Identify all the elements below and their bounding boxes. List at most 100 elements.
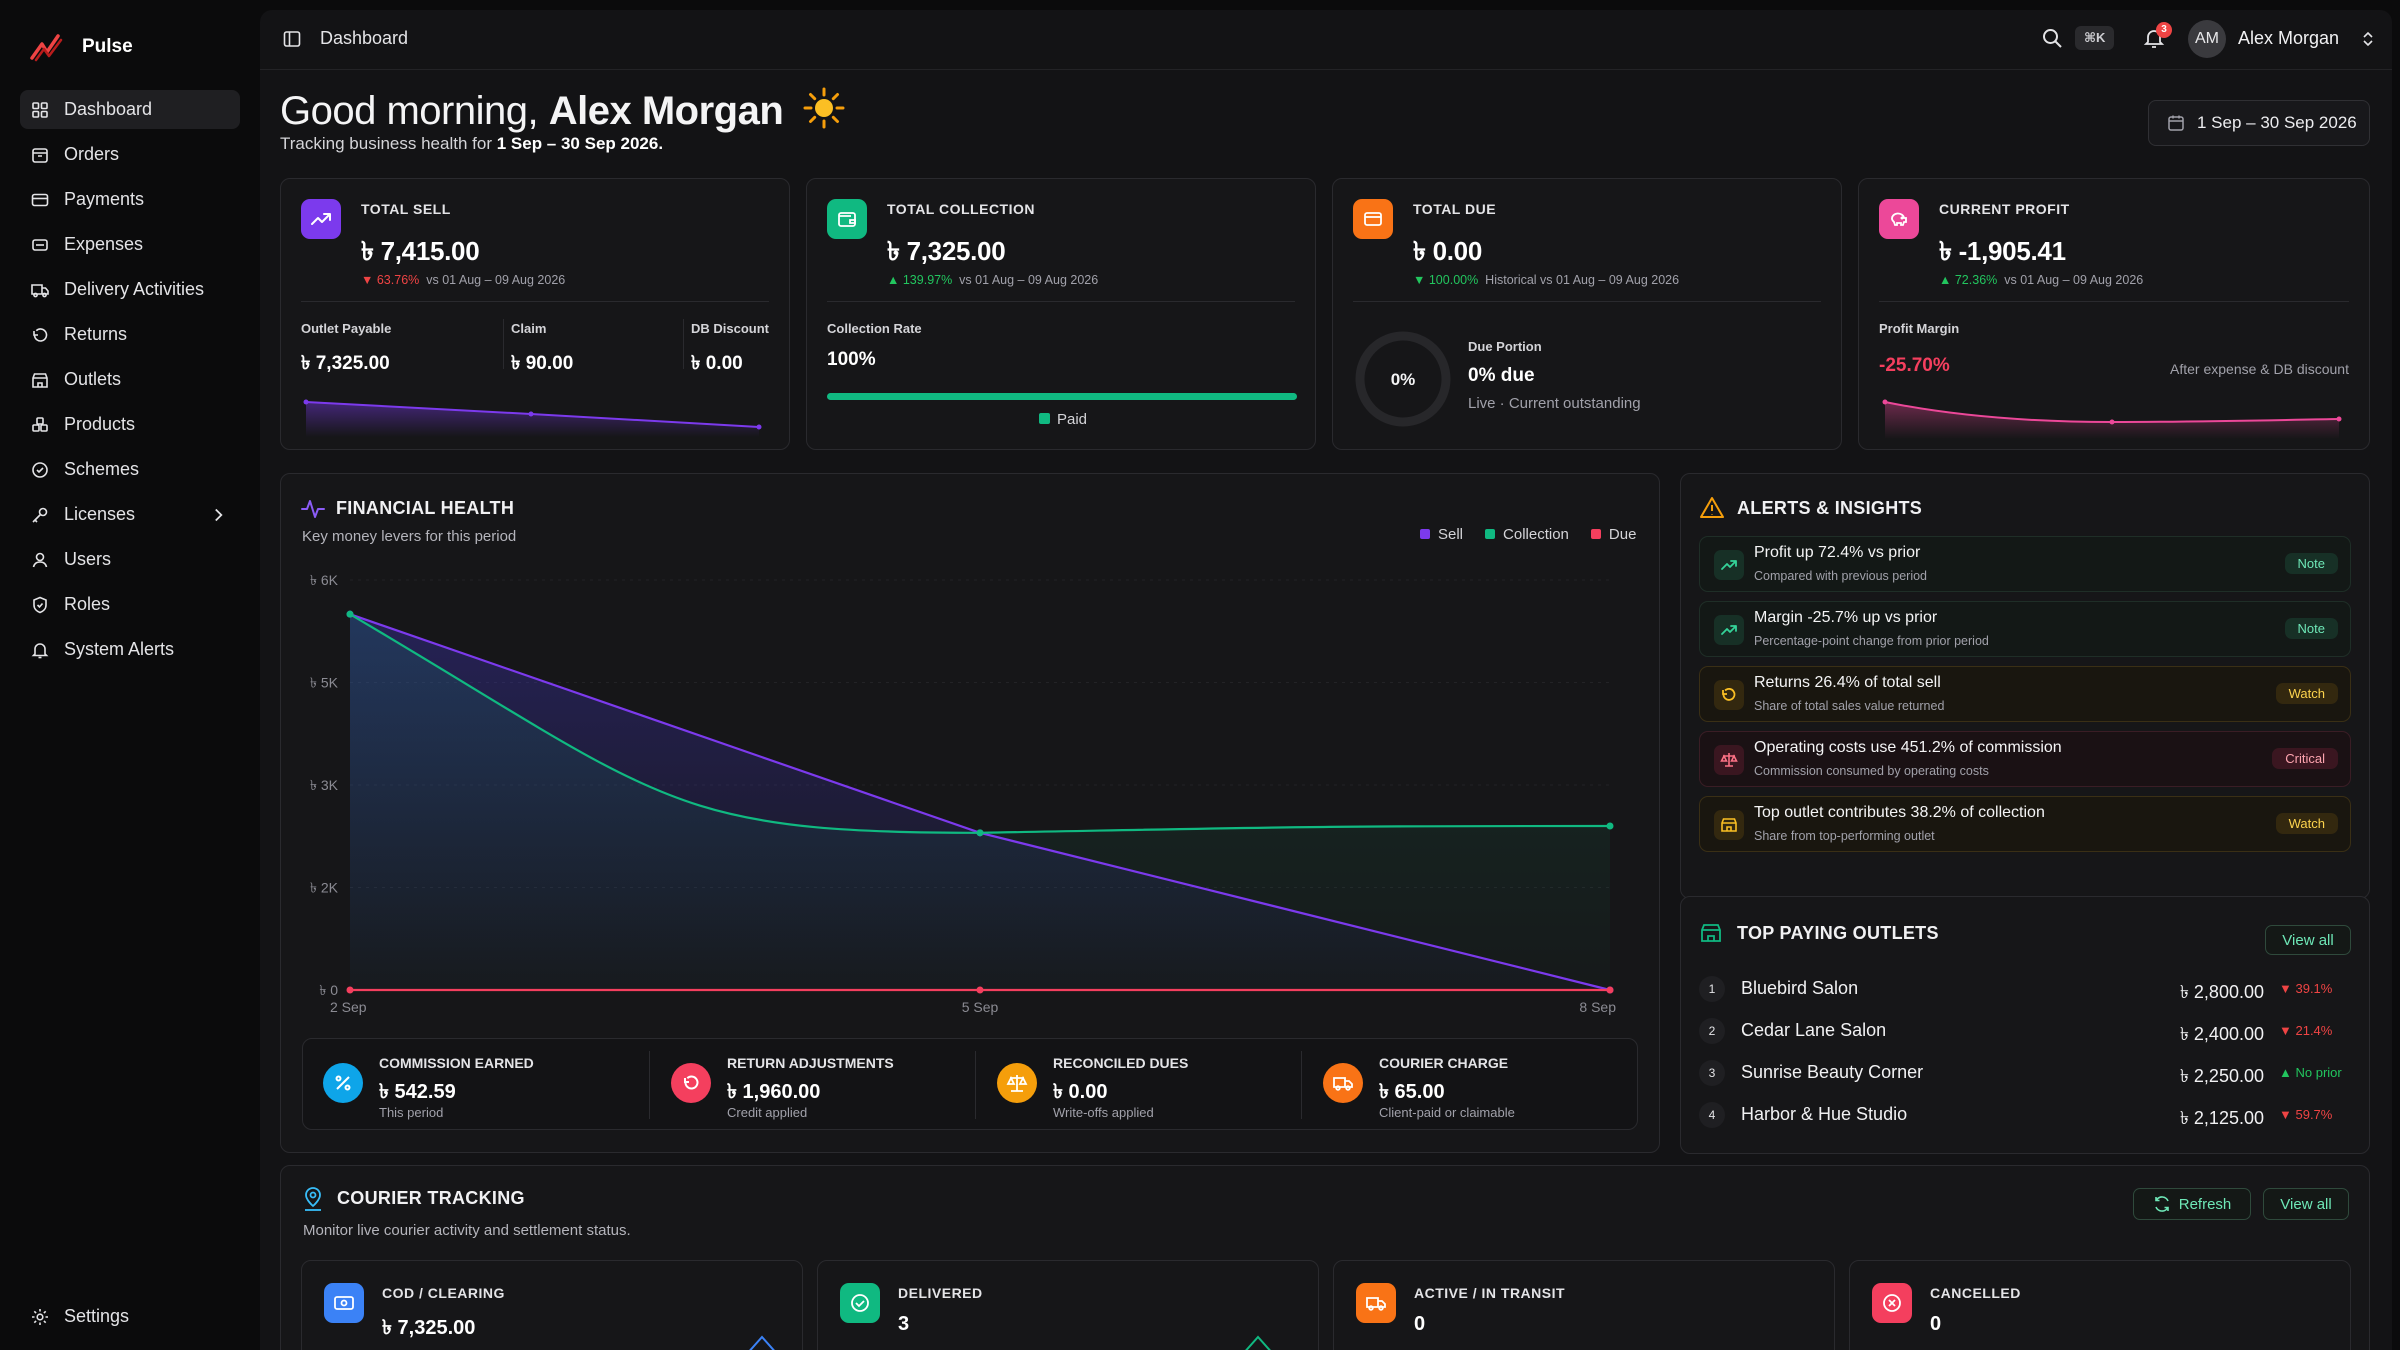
sidebar-item-returns[interactable]: Returns bbox=[20, 315, 240, 354]
outlet-change: ▼ 39.1% bbox=[2279, 981, 2333, 996]
summary-label: RECONCILED DUES bbox=[1053, 1055, 1189, 1071]
change-value: 39.1% bbox=[2295, 981, 2333, 996]
summary-sub: Write-offs applied bbox=[1053, 1105, 1154, 1120]
mini-chart-icon bbox=[1245, 1335, 1271, 1350]
shield-icon bbox=[33, 596, 47, 613]
sidebar-toggle-icon[interactable] bbox=[282, 29, 302, 49]
data-point-collection[interactable] bbox=[1606, 822, 1614, 830]
x-tick-label: 2 Sep bbox=[330, 999, 367, 1015]
outlet-rank: 1 bbox=[1699, 976, 1725, 1002]
legend-item-due[interactable]: Due bbox=[1590, 526, 1637, 543]
kpi-label: TOTAL SELL bbox=[361, 201, 451, 217]
kpi-value: ৳ 0.00 bbox=[1413, 236, 1482, 266]
summary-value: ৳ 65.00 bbox=[1379, 1081, 1445, 1103]
sidebar-item-licenses[interactable]: Licenses bbox=[20, 495, 240, 534]
divider bbox=[827, 301, 1295, 302]
scale-icon bbox=[1714, 745, 1744, 775]
sidebar-item-roles[interactable]: Roles bbox=[20, 585, 240, 624]
activity-icon bbox=[301, 500, 325, 518]
view-all-outlets-button[interactable]: View all bbox=[2265, 925, 2351, 955]
change-percent: 72.36% bbox=[1954, 273, 1998, 287]
change-value: 21.4% bbox=[2295, 1023, 2333, 1038]
profit-margin-value: -25.70% bbox=[1879, 355, 1950, 376]
sidebar-item-delivery-activities[interactable]: Delivery Activities bbox=[20, 270, 240, 309]
avatar[interactable]: AM bbox=[2188, 20, 2226, 58]
data-point-due[interactable] bbox=[346, 986, 354, 994]
courier-card-delivered[interactable]: DELIVERED 3 bbox=[817, 1260, 1319, 1350]
sidebar-item-settings[interactable]: Settings bbox=[30, 1306, 129, 1327]
data-point-collection[interactable] bbox=[346, 610, 354, 618]
legend-label: Paid bbox=[1057, 411, 1088, 428]
search-shortcut[interactable]: ⌘K bbox=[2075, 26, 2115, 50]
alert-title: Profit up 72.4% vs prior bbox=[1754, 544, 1921, 561]
summary-label: RETURN ADJUSTMENTS bbox=[727, 1055, 894, 1071]
data-point-due[interactable] bbox=[976, 986, 984, 994]
sidebar-item-label: Orders bbox=[64, 144, 120, 164]
legend-item-collection[interactable]: Collection bbox=[1485, 526, 1569, 543]
list-item[interactable]: 4 Harbor & Hue Studio ৳ 2,125.00 ▼ 59.7% bbox=[1699, 1099, 2349, 1133]
search-icon[interactable] bbox=[2040, 26, 2064, 50]
legend-label: Due bbox=[1608, 526, 1637, 543]
courier-card-in-transit[interactable]: ACTIVE / IN TRANSIT 0 bbox=[1333, 1260, 1835, 1350]
sidebar-item-outlets[interactable]: Outlets bbox=[20, 360, 240, 399]
app-name: Pulse bbox=[82, 36, 133, 57]
due-portion-value: 0% due bbox=[1468, 365, 1535, 386]
alert-item[interactable]: Top outlet contributes 38.2% of collecti… bbox=[1699, 796, 2351, 852]
sidebar-item-products[interactable]: Products bbox=[20, 405, 240, 444]
grid-icon bbox=[32, 101, 48, 118]
alert-sub: Share from top-performing outlet bbox=[1754, 829, 1935, 843]
profit-margin-label: Profit Margin bbox=[1879, 321, 1960, 336]
alert-title: Operating costs use 451.2% of commission bbox=[1754, 739, 2062, 756]
sidebar-item-label: Returns bbox=[64, 324, 128, 344]
sidebar-item-orders[interactable]: Orders bbox=[20, 135, 240, 174]
settings-label: Settings bbox=[64, 1306, 130, 1326]
data-point-collection[interactable] bbox=[976, 829, 984, 837]
list-item[interactable]: 1 Bluebird Salon ৳ 2,800.00 ▼ 39.1% bbox=[1699, 973, 2349, 1007]
trend-up-icon bbox=[1714, 615, 1744, 645]
store-icon bbox=[32, 372, 48, 388]
courier-card-cancelled[interactable]: CANCELLED 0 bbox=[1849, 1260, 2351, 1350]
legend-item-sell[interactable]: Sell bbox=[1420, 526, 1463, 543]
data-point-due[interactable] bbox=[1606, 986, 1614, 994]
summary-courier-charge: COURIER CHARGE ৳ 65.00 Client-paid or cl… bbox=[1303, 1039, 1633, 1129]
subtitle-period: 1 Sep – 30 Sep 2026. bbox=[496, 134, 664, 153]
change-percent: 63.76% bbox=[376, 273, 420, 287]
truck-icon bbox=[31, 283, 49, 297]
undo-icon bbox=[1714, 680, 1744, 710]
view-all-courier-button[interactable]: View all bbox=[2263, 1188, 2349, 1220]
user-name[interactable]: Alex Morgan bbox=[2238, 28, 2340, 48]
kpi-card-total-due: TOTAL DUE ৳ 0.00 ▼ 100.00% Historical vs… bbox=[1332, 178, 1842, 450]
courier-card-value: 0 bbox=[1930, 1313, 1942, 1335]
sidebar-item-users[interactable]: Users bbox=[20, 540, 240, 579]
brand[interactable]: Pulse bbox=[30, 32, 133, 62]
outlet-name: Bluebird Salon bbox=[1741, 978, 1859, 998]
sidebar-item-schemes[interactable]: Schemes bbox=[20, 450, 240, 489]
summary-sub: This period bbox=[379, 1105, 444, 1120]
y-tick-label: ৳ 6K bbox=[310, 572, 339, 588]
sidebar-item-system-alerts[interactable]: System Alerts bbox=[20, 630, 240, 669]
alert-item[interactable]: Operating costs use 451.2% of commission… bbox=[1699, 731, 2351, 787]
alert-item[interactable]: Margin -25.7% up vs prior Percentage-poi… bbox=[1699, 601, 2351, 657]
alert-item[interactable]: Returns 26.4% of total sell Share of tot… bbox=[1699, 666, 2351, 722]
legend-label: Sell bbox=[1438, 526, 1464, 543]
refresh-button[interactable]: Refresh bbox=[2133, 1188, 2251, 1220]
greeting-name: Alex Morgan bbox=[548, 89, 784, 133]
summary-sub: Client-paid or claimable bbox=[1379, 1105, 1515, 1120]
sidebar-item-dashboard[interactable]: Dashboard bbox=[20, 90, 240, 129]
chevron-updown-icon[interactable] bbox=[2360, 29, 2376, 49]
list-item[interactable]: 2 Cedar Lane Salon ৳ 2,400.00 ▼ 21.4% bbox=[1699, 1015, 2349, 1049]
alert-item[interactable]: Profit up 72.4% vs prior Compared with p… bbox=[1699, 536, 2351, 592]
date-range-picker[interactable]: 1 Sep – 30 Sep 2026 bbox=[2148, 100, 2370, 146]
sidebar-item-expenses[interactable]: Expenses bbox=[20, 225, 240, 264]
undo-icon bbox=[33, 327, 48, 342]
card-icon bbox=[1353, 199, 1393, 239]
divider bbox=[1879, 301, 2349, 302]
financial-health-title: FINANCIAL HEALTH bbox=[336, 498, 515, 518]
collection-progress-fill bbox=[827, 393, 1297, 400]
divider bbox=[683, 319, 684, 369]
sidebar-item-payments[interactable]: Payments bbox=[20, 180, 240, 219]
main-content: Dashboard ⌘K 3 AM Alex Morgan Good morni… bbox=[260, 10, 2392, 1350]
courier-card-label: ACTIVE / IN TRANSIT bbox=[1414, 1285, 1566, 1301]
list-item[interactable]: 3 Sunrise Beauty Corner ৳ 2,250.00 ▲ No … bbox=[1699, 1057, 2349, 1091]
courier-card-cod[interactable]: COD / CLEARING ৳ 7,325.00 bbox=[301, 1260, 803, 1350]
